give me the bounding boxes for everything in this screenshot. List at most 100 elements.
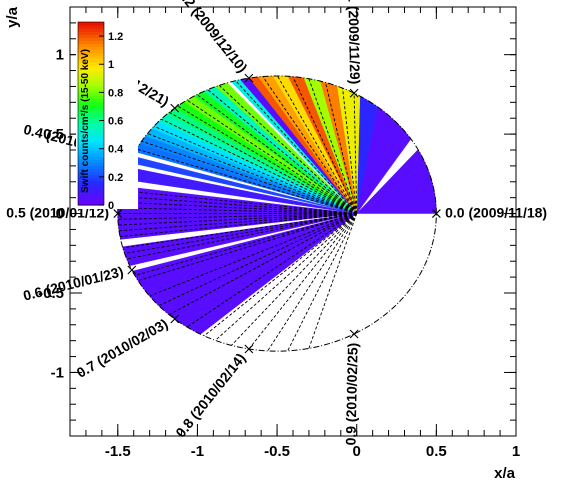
colorbar-segment [78,162,104,166]
colorbar-segment [78,195,104,200]
phase-marker [431,209,441,218]
dashed-radius [353,93,358,214]
dashed-radius [262,76,358,214]
colorbar-segment [78,61,104,66]
colorbar-tick-label: 0.4 [108,144,124,156]
colorbar-segment [78,177,104,182]
dashed-radius [292,76,358,214]
colorbar-segment [78,107,104,112]
colorbar-tick-label: 1.2 [108,31,123,43]
colorbar-segment [78,165,104,169]
dashed-radius [147,133,357,214]
dashed-radius [267,213,358,352]
colorbar-segment [78,73,104,78]
dashed-radius [168,111,357,214]
phase-marker [170,314,180,324]
colorbar-segment [78,156,104,160]
phase-marker [170,103,180,113]
dashed-radius [277,75,358,214]
colorbar-segment [78,174,104,179]
colorbar-segment [78,83,104,87]
colorbar-segment [78,104,104,108]
phase-marker [244,344,254,354]
y-tick-label: -1 [51,364,64,381]
dashed-radius [134,213,357,276]
colorbar-segment [78,128,104,133]
colorbar-segment [78,86,104,90]
colorbar-segment [78,198,104,203]
colorbar-segment [78,31,104,35]
dashed-radius [287,213,358,352]
dashed-radii [117,75,358,352]
wedge-layer [117,75,437,335]
dashed-radius [161,118,357,214]
dashed-radius [325,82,358,214]
dashed-radius [136,148,357,214]
y-tick-label: 0 [56,206,64,223]
colorbar-segment [78,116,104,121]
colorbar-tick-label: 0.6 [108,116,123,128]
dashed-radius [215,213,358,341]
colorbar-segment [78,37,104,41]
colorbar-segment [78,201,104,206]
colorbar-segment [78,153,104,157]
colorbar-segment [78,150,104,154]
colorbar-segment [78,49,104,54]
dashed-radius [218,85,358,214]
colorbar-segment [78,40,104,44]
x-axis-title: x/a [494,465,516,482]
colorbar-frame [77,21,105,206]
colorbar-segment [78,28,104,32]
dashed-radius [158,213,357,307]
dashed-radius [126,213,357,260]
colorbar-segment [78,171,104,176]
dashed-radius [141,140,357,214]
x-tick-label: 0.5 [426,443,447,460]
dashed-radius [248,213,358,350]
colorbar-segment [78,159,104,163]
colorbar-tick-label: 0.8 [108,87,123,99]
phase-marker [349,88,359,98]
dashed-radius [137,213,357,282]
colorbar-segment [78,58,104,63]
colorbar-segment [78,43,104,47]
dashed-radius [149,213,357,297]
x-tick-label: -1 [191,443,204,460]
colorbar-segment [78,67,104,72]
colorbar-segment [78,192,104,197]
phase-marker [113,209,123,218]
dashed-radius [196,94,357,214]
axes: -1.5 -1 -0.5 0 0.5 1 -1 -0.5 0 0.5 1 [38,6,520,460]
colorbar-segment [78,144,104,148]
colorbar-segment [78,22,104,26]
colorbar-segment [78,119,104,124]
colorbar-segment [78,134,104,139]
y-tick-label: 1 [56,47,64,64]
colorbar-segment [78,110,104,115]
colorbar-segment [78,70,104,75]
y-tick-label: 0.5 [43,126,64,143]
colorbar-segment [78,101,104,105]
colorbar-title: Swift counts/cm²/s (15-50 keV) [80,49,91,193]
colorbar-segment [78,147,104,151]
phase-label: 0.1 (2009/11/29) [345,0,363,85]
dashed-radius [124,213,357,254]
colorbar-segment [78,52,104,57]
colorbar-segment [78,25,104,29]
colorbar-segment [78,183,104,188]
dashed-radius [308,213,358,349]
colorbar-tick-label: 0.2 [108,172,123,184]
dashed-radius [186,213,357,328]
colorbar-segment [78,125,104,130]
colorbar-segment [78,137,104,142]
colorbar-segment [78,95,104,99]
colorbar-tick-label: 0 [108,200,114,212]
colorbar-segment [78,186,104,191]
colorbar-segment [78,122,104,127]
dashed-radius [207,89,358,214]
colorbar-segment [78,140,104,145]
colorbar-segment [78,89,104,93]
colorbar-segment [78,113,104,118]
colorbar-segment [78,180,104,185]
